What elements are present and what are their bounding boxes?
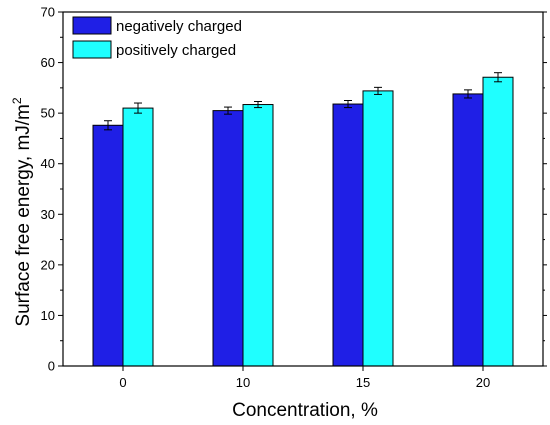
bar [92, 124, 124, 367]
y-tick-label: 50 [41, 106, 55, 121]
bar [122, 107, 154, 367]
bar [212, 110, 244, 367]
x-axis-title: Concentration, % [232, 400, 378, 421]
axes-layer: 0 10 15 20 0 10 20 30 40 50 60 70 [41, 5, 547, 390]
y-tick-label: 70 [41, 5, 55, 20]
bar [452, 93, 484, 367]
bar [242, 104, 274, 367]
bar [332, 103, 364, 367]
y-axis-title: Surface free energy, mJ/m2 [10, 97, 34, 326]
x-tick-label: 15 [356, 375, 370, 390]
y-tick-label: 40 [41, 156, 55, 171]
y-tick-label: 0 [48, 359, 55, 374]
x-tick-label: 0 [119, 375, 126, 390]
bar [482, 76, 514, 367]
x-tick-label: 10 [236, 375, 250, 390]
legend-label: positively charged [116, 42, 236, 59]
legend-swatch [72, 40, 112, 59]
bars-layer [92, 72, 514, 367]
x-tick-label: 20 [476, 375, 490, 390]
y-axis-title-text: Surface free energy, mJ/m [13, 104, 34, 326]
y-tick-label: 30 [41, 207, 55, 222]
y-axis-title-superscript: 2 [10, 97, 24, 104]
legend-swatch [72, 16, 112, 35]
legend-label: negatively charged [116, 18, 242, 35]
legend: negatively charged positively charged [72, 16, 242, 59]
y-tick-label: 20 [41, 257, 55, 272]
y-tick-label: 60 [41, 55, 55, 70]
y-tick-label: 10 [41, 308, 55, 323]
bar [362, 90, 394, 367]
